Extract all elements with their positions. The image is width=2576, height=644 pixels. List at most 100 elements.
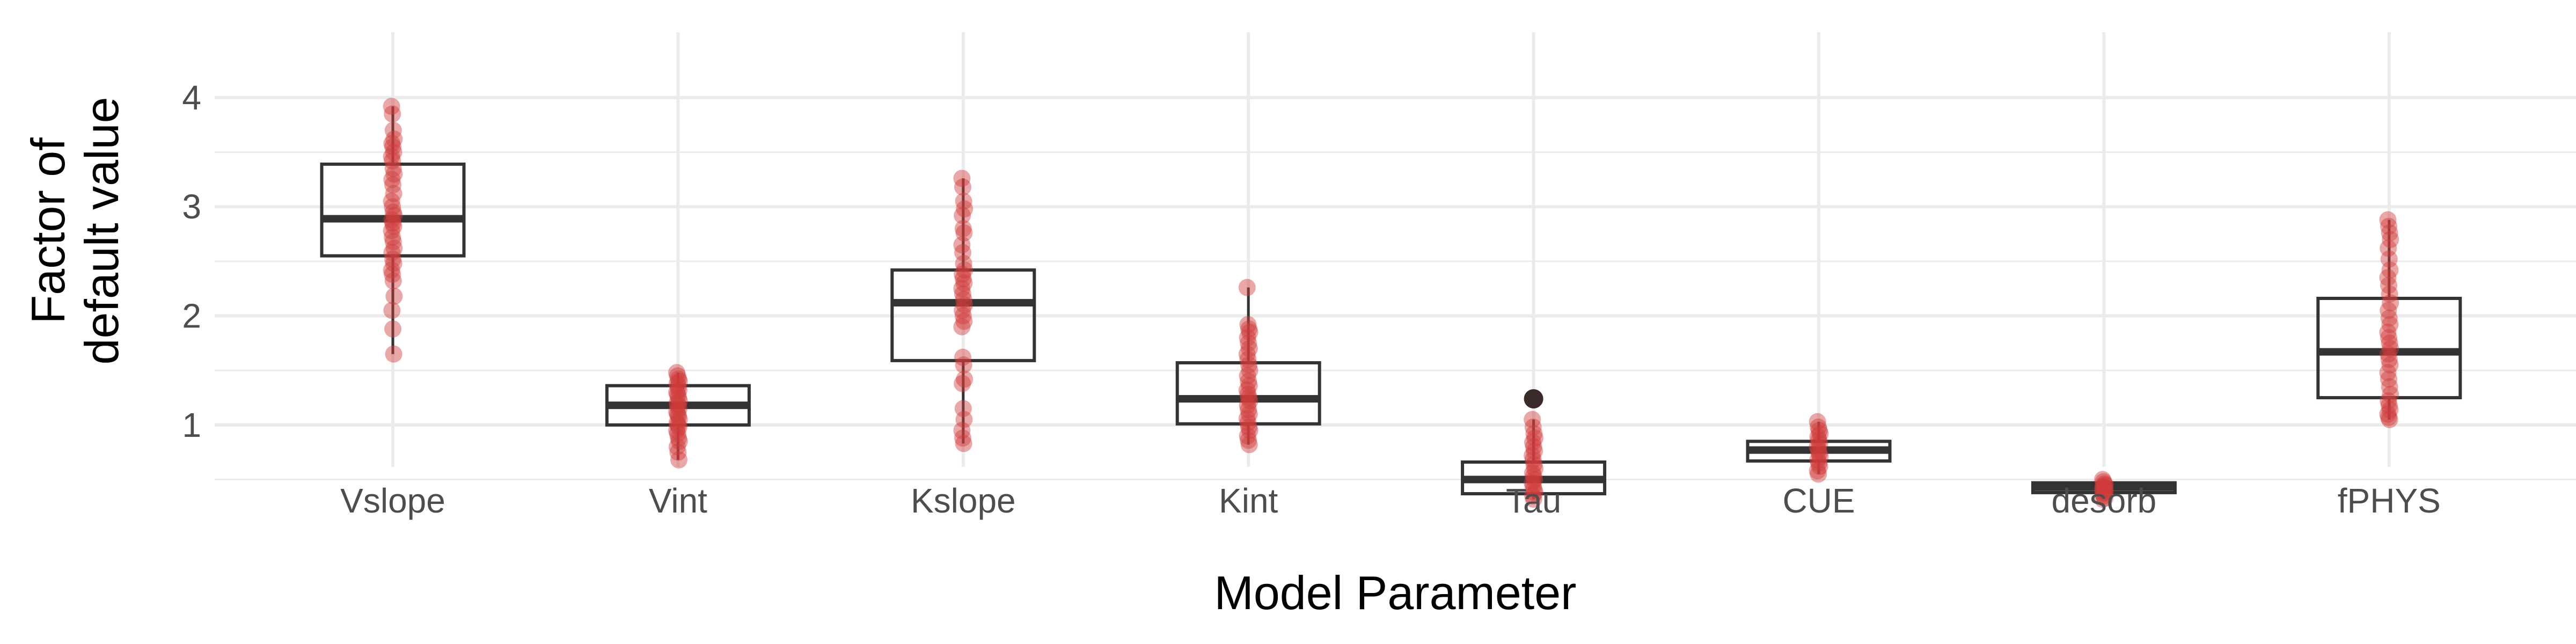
data-point <box>383 222 400 239</box>
data-point <box>1524 474 1541 492</box>
data-point <box>384 266 401 283</box>
data-point <box>384 203 402 221</box>
data-point <box>1239 427 1256 445</box>
data-point <box>669 425 686 443</box>
data-point <box>383 135 401 152</box>
x-axis-ticks: Vslope Vint Kslope Kint Tau CUE desorb fPHYS <box>340 481 2441 520</box>
data-point <box>385 287 403 305</box>
data-point <box>2380 397 2398 414</box>
data-point <box>2380 302 2397 319</box>
data-point <box>2380 276 2397 294</box>
points-layer <box>383 98 2399 508</box>
data-point <box>1526 442 1543 460</box>
data-point <box>1525 467 1542 485</box>
data-point <box>384 160 402 178</box>
data-point <box>2381 334 2398 352</box>
data-point <box>1240 405 1258 423</box>
data-point <box>669 385 686 403</box>
data-point <box>1240 418 1257 436</box>
data-point <box>954 302 971 319</box>
box-vint <box>605 372 751 460</box>
data-point <box>1525 438 1542 456</box>
data-point <box>2380 250 2398 268</box>
data-point <box>1240 340 1258 357</box>
data-point <box>1241 422 1258 440</box>
data-point <box>1240 377 1258 394</box>
data-point <box>1525 491 1542 508</box>
data-point <box>1240 401 1257 419</box>
box-vslope <box>320 106 466 354</box>
data-point <box>2381 285 2398 303</box>
data-point <box>2095 473 2112 491</box>
y-axis-title-line-1: Factor of <box>21 137 75 324</box>
data-point <box>2381 224 2398 242</box>
data-point <box>385 207 403 224</box>
data-point <box>385 217 402 235</box>
data-point <box>1239 350 1257 368</box>
x-tick-label: desorb <box>2052 481 2157 520</box>
data-point <box>1524 487 1541 505</box>
data-point <box>385 165 403 183</box>
data-point <box>1809 451 1827 469</box>
y-axis-ticks: 1 2 3 4 <box>182 78 201 444</box>
data-point <box>383 261 400 279</box>
data-point <box>2094 485 2112 502</box>
data-point <box>955 224 973 242</box>
data-point <box>1526 460 1543 478</box>
data-point <box>2379 211 2397 229</box>
data-point <box>668 422 685 440</box>
data-point <box>1811 425 1829 443</box>
box-body <box>2316 297 2462 400</box>
data-point <box>2096 482 2113 500</box>
data-point <box>2096 489 2113 507</box>
y-tick-label: 1 <box>182 406 201 444</box>
data-point <box>1240 436 1258 453</box>
data-point <box>2380 309 2398 327</box>
data-point <box>954 270 972 288</box>
data-point <box>2381 411 2398 428</box>
data-point <box>1240 356 1257 374</box>
data-point <box>383 171 401 188</box>
data-point <box>669 405 686 423</box>
data-point <box>954 429 971 447</box>
data-point <box>2095 487 2113 505</box>
data-point <box>1810 444 1828 462</box>
data-point <box>670 392 688 410</box>
data-point <box>1239 367 1256 385</box>
data-point <box>385 143 402 161</box>
data-point <box>384 138 401 156</box>
data-point <box>1525 480 1543 498</box>
x-axis-title: Model Parameter <box>1214 566 1577 619</box>
data-point <box>668 438 686 456</box>
data-point <box>668 383 685 401</box>
data-point <box>1240 320 1257 338</box>
data-point <box>384 229 401 246</box>
data-point <box>1810 465 1827 483</box>
data-point <box>385 345 402 363</box>
data-point <box>384 152 401 170</box>
data-point <box>384 176 401 194</box>
data-point <box>668 375 686 392</box>
data-point <box>2381 401 2399 419</box>
data-point <box>1239 397 1256 414</box>
box-kint <box>1175 287 1321 445</box>
data-point <box>954 285 971 303</box>
data-point <box>669 378 687 396</box>
data-point <box>384 105 401 123</box>
data-point <box>2381 261 2399 279</box>
data-point <box>1524 411 1541 428</box>
data-point <box>1241 392 1258 410</box>
points-cue <box>1809 413 1829 483</box>
data-point <box>2096 479 2113 497</box>
data-point <box>670 372 688 390</box>
data-point <box>1526 429 1543 447</box>
box-kslope <box>890 178 1036 444</box>
data-point <box>1809 438 1826 456</box>
data-point <box>954 307 972 325</box>
y-tick-label: 4 <box>182 78 201 117</box>
data-point <box>953 170 971 187</box>
data-point <box>1810 418 1827 436</box>
box-fphys <box>2316 219 2462 420</box>
